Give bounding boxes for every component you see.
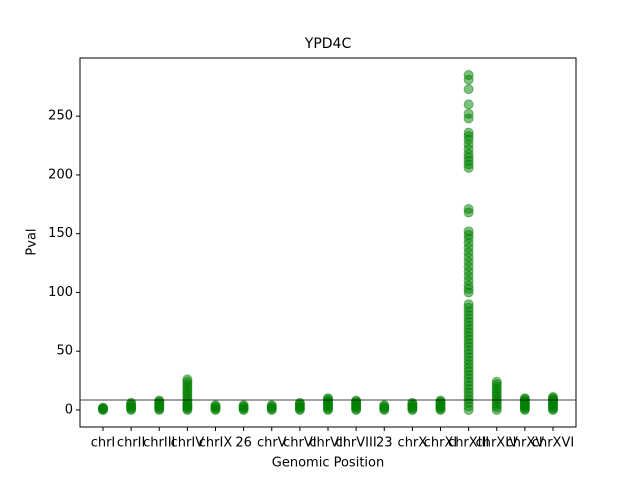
y-tick-label: 0 <box>65 402 73 417</box>
point <box>463 108 474 119</box>
x-tick-label: chrXIV <box>476 436 518 451</box>
point <box>323 393 333 404</box>
point <box>294 397 305 408</box>
x-tick-label: chrVIII <box>336 436 377 451</box>
point <box>463 204 474 215</box>
point <box>519 393 530 404</box>
point <box>154 395 165 406</box>
x-tick-label: chrII <box>117 436 145 451</box>
point <box>463 99 474 110</box>
point <box>351 395 362 406</box>
point <box>491 376 502 387</box>
point <box>98 402 108 413</box>
x-tick-label: chrXV <box>506 436 545 451</box>
x-tick-label: chrI <box>91 436 116 451</box>
point <box>182 374 193 385</box>
y-tick-label: 200 <box>48 167 73 182</box>
chart-title: YPD4C <box>304 36 352 52</box>
point <box>463 70 474 81</box>
point <box>463 84 474 95</box>
point <box>238 400 249 411</box>
x-tick-label: 26 <box>235 436 252 451</box>
x-tick-label: chrXVI <box>532 436 574 451</box>
y-tick-label: 100 <box>48 285 73 300</box>
x-tick-label: 23 <box>376 436 393 451</box>
x-tick-label: chrIII <box>143 436 175 451</box>
point <box>379 400 390 411</box>
x-tick-label: chrV <box>257 436 287 451</box>
x-tick-label: chrXI <box>424 436 457 451</box>
x-axis-label: Genomic Position <box>272 456 384 471</box>
x-tick-label: chrX <box>398 436 428 451</box>
y-tick-label: 250 <box>48 109 73 124</box>
point <box>463 299 474 310</box>
y-axis-label: Pval <box>25 228 40 255</box>
x-tick-label: chrVI <box>283 436 316 451</box>
point <box>548 392 558 403</box>
point <box>210 400 221 411</box>
point <box>463 127 474 138</box>
x-tick-label: chrXIII <box>448 436 489 451</box>
x-tick-label: chrIV <box>171 436 205 451</box>
y-tick-label: 150 <box>48 226 73 241</box>
point <box>435 395 446 406</box>
y-tick-label: 50 <box>56 344 73 359</box>
point <box>266 400 277 411</box>
x-tick-label: chrIX <box>199 436 233 451</box>
x-tick-label: chrVII <box>309 436 346 451</box>
point <box>407 397 418 408</box>
plot-frame <box>79 57 577 428</box>
point <box>126 397 137 408</box>
point <box>463 226 474 237</box>
